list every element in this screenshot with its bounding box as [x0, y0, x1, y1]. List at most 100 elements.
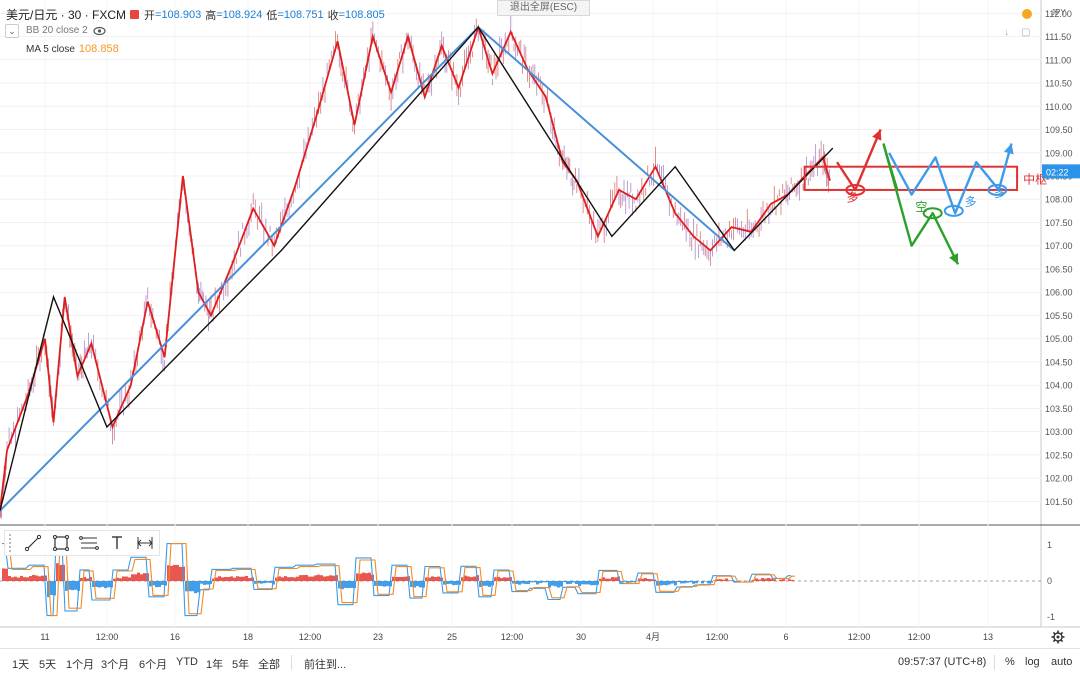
osc-histogram-bar: [47, 581, 50, 598]
osc-histogram-bar: [239, 576, 242, 581]
osc-histogram-bar: [122, 576, 125, 581]
toolbar-grip-icon[interactable]: [9, 534, 15, 552]
osc-histogram-bar: [2, 568, 5, 581]
trend-line-icon[interactable]: [19, 532, 47, 554]
osc-histogram-bar: [755, 578, 758, 581]
y-tick-label: 106.00: [1045, 288, 1073, 298]
osc-histogram-bar: [686, 581, 689, 583]
osc-histogram-bar: [683, 581, 686, 584]
open-value: =108.903: [155, 8, 202, 21]
red-arrow: [835, 129, 882, 192]
range-icon[interactable]: [131, 532, 159, 554]
osc-histogram-bar: [518, 581, 521, 585]
osc-histogram-bar: [521, 581, 524, 584]
osc-histogram-bar: [722, 579, 725, 581]
y-tick-label: 107.50: [1045, 218, 1073, 228]
maximize-icon[interactable]: ▢: [1021, 27, 1031, 38]
osc-histogram-bar: [767, 577, 770, 581]
range-all-button[interactable]: 全部: [258, 659, 280, 671]
osc-histogram-bar: [428, 577, 431, 581]
osc-histogram-bar: [155, 581, 158, 588]
auto-toggle[interactable]: auto: [1051, 656, 1073, 668]
osc-histogram-bar: [149, 581, 152, 587]
osc-histogram-bar: [500, 578, 503, 581]
osc-histogram-bar: [488, 581, 491, 587]
osc-histogram-bar: [614, 577, 617, 581]
osc-histogram-bar: [680, 581, 683, 584]
osc-histogram-bar: [41, 575, 44, 581]
x-tick-label: 11: [40, 632, 49, 642]
osc-histogram-bar: [626, 581, 629, 583]
last-price-tag: [1042, 164, 1080, 179]
y-tick-label: 104.00: [1045, 381, 1073, 391]
osc-histogram-bar: [770, 578, 773, 581]
chart-canvas[interactable]: 101.50 102.00 102.50 103.00 103.50 104.00 104.…: [0, 0, 1080, 648]
range-5y-button[interactable]: 5年: [232, 659, 250, 671]
osc-histogram-bar: [383, 581, 386, 587]
currency-label: JPY: [1051, 8, 1066, 17]
symbol-title[interactable]: 美元/日元 · 30 · FXCM: [6, 8, 127, 22]
osc-histogram-bar: [704, 581, 707, 582]
ma-legend: MA 5 close 108.858: [26, 43, 123, 55]
x-tick-label: 12:00: [706, 632, 729, 642]
osc-histogram-bar: [539, 581, 542, 584]
osc-histogram-bar: [419, 581, 422, 588]
osc-histogram-bar: [302, 575, 305, 581]
alert-icon[interactable]: [1022, 9, 1032, 19]
osc-histogram-bar: [566, 581, 569, 585]
osc-histogram-bar: [260, 581, 263, 584]
eye-icon[interactable]: [93, 25, 106, 37]
osc-histogram-bar: [425, 577, 428, 581]
bb-label[interactable]: BB 20 close 2: [26, 25, 88, 36]
range-5d-button[interactable]: 5天: [39, 659, 57, 671]
collapse-studies-button[interactable]: ⌄: [5, 24, 19, 38]
download-icon[interactable]: ↓: [1004, 27, 1009, 38]
osc-histogram-bar: [365, 573, 368, 581]
osc-histogram-bar: [14, 576, 17, 581]
osc-histogram-bar: [602, 577, 605, 581]
open-label: 开: [144, 9, 156, 22]
y-tick-label: 110.50: [1045, 79, 1072, 89]
osc-histogram-bar: [80, 577, 83, 581]
y-tick-label: 111.50: [1045, 32, 1071, 42]
osc-histogram-bar: [68, 581, 71, 590]
osc-histogram-bar: [368, 572, 371, 581]
clock-readout[interactable]: 09:57:37 (UTC+8): [898, 656, 987, 668]
osc-histogram-bar: [221, 577, 224, 581]
osc-tick-label: -1: [1047, 612, 1055, 622]
osc-histogram-bar: [542, 581, 545, 583]
osc-histogram-bar: [644, 578, 647, 581]
range-1y-button[interactable]: 1年: [206, 659, 224, 671]
range-1m-button[interactable]: 1个月: [66, 659, 95, 671]
goto-date-button[interactable]: 前往到...: [304, 659, 347, 671]
gear-icon[interactable]: [1051, 630, 1065, 644]
rectangle-icon[interactable]: [47, 532, 75, 554]
y-tick-label: 112.00: [1045, 9, 1072, 19]
osc-histogram-bar: [638, 578, 641, 581]
osc-histogram-bar: [179, 566, 182, 581]
osc-histogram-bar: [35, 575, 38, 581]
osc-histogram-bar: [401, 576, 404, 581]
osc-histogram-bar: [758, 579, 761, 581]
x-tick-label: 13: [983, 632, 993, 642]
osc-histogram-bar: [308, 576, 311, 581]
ma-label[interactable]: MA 5 close: [26, 43, 75, 55]
text-icon[interactable]: [103, 532, 131, 554]
osc-histogram-bar: [212, 578, 215, 581]
range-3m-button[interactable]: 3个月: [101, 659, 130, 671]
percent-toggle[interactable]: %: [1005, 656, 1015, 668]
osc-histogram-bar: [656, 581, 659, 586]
osc-histogram-bar: [719, 579, 722, 581]
osc-histogram-bar: [83, 576, 86, 581]
osc-histogram-bar: [203, 581, 206, 585]
exit-fullscreen-button[interactable]: 退出全屏(ESC): [497, 0, 590, 16]
range-6m-button[interactable]: 6个月: [139, 659, 168, 671]
fib-icon[interactable]: [75, 532, 103, 554]
range-1d-button[interactable]: 1天: [12, 659, 30, 671]
osc-tick-label: 1: [1047, 540, 1052, 550]
osc-histogram-bar: [446, 581, 449, 585]
log-toggle[interactable]: log: [1025, 656, 1040, 668]
osc-histogram-bar: [242, 576, 245, 581]
range-ytd-button[interactable]: YTD: [176, 656, 198, 668]
osc-histogram-bar: [380, 581, 383, 587]
